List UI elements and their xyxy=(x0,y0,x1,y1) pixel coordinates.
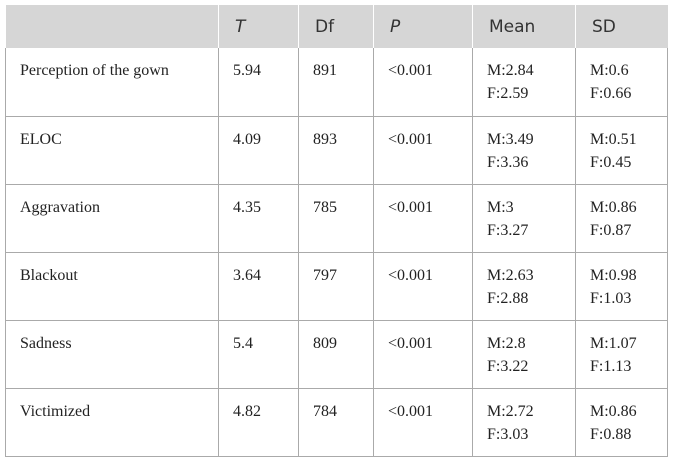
mean-male: M:2.63 xyxy=(487,266,534,284)
mean-cell: M:3 F:3.27 xyxy=(472,184,576,253)
header-p: P xyxy=(373,5,473,48)
sd-male: M:1.07 xyxy=(590,334,637,352)
df-value: 785 xyxy=(298,184,374,253)
sd-female: F:0.66 xyxy=(590,85,632,102)
header-sd: SD xyxy=(575,5,668,48)
table-row: Sadness 5.4 809 <0.001 M:2.8 F:3.22 M:1.0… xyxy=(5,320,668,389)
p-value: <0.001 xyxy=(373,184,473,253)
mean-female: F:3.03 xyxy=(487,425,529,443)
p-value: <0.001 xyxy=(373,48,473,117)
table-row: Blackout 3.64 797 <0.001 M:2.63 F:2.88 M:… xyxy=(5,252,668,321)
header-empty xyxy=(5,5,219,48)
statistics-table: T Df P Mean SD Perception of the gown 5.… xyxy=(5,5,668,457)
sd-male: M:0.86 xyxy=(590,402,637,420)
sd-female: F:0.45 xyxy=(590,153,632,171)
sd-cell: M:0.6 F:0.66 xyxy=(575,48,668,117)
sd-cell: M:1.07 F:1.13 xyxy=(575,320,668,389)
sd-cell: M:0.86 F:0.88 xyxy=(575,388,668,457)
header-df: Df xyxy=(298,5,374,48)
df-value: 784 xyxy=(298,388,374,457)
sd-male: M:0.51 xyxy=(590,130,637,148)
row-label: Victimized xyxy=(5,388,219,457)
mean-male: M:2.72 xyxy=(487,402,534,420)
p-value: <0.001 xyxy=(373,388,473,457)
df-value: 891 xyxy=(298,48,374,117)
sd-male: M:0.6 xyxy=(590,62,629,79)
row-label: ELOC xyxy=(5,116,219,185)
mean-female: F:2.88 xyxy=(487,289,529,307)
df-value: 809 xyxy=(298,320,374,389)
mean-male: M:2.8 xyxy=(487,334,526,352)
sd-female: F:1.13 xyxy=(590,357,632,375)
header-t: T xyxy=(218,5,299,48)
t-value: 4.82 xyxy=(218,388,299,457)
header-row: T Df P Mean SD xyxy=(5,5,668,48)
p-value: <0.001 xyxy=(373,320,473,389)
mean-cell: M:2.84 F:2.59 xyxy=(472,48,576,117)
mean-cell: M:3.49 F:3.36 xyxy=(472,116,576,185)
table-row: ELOC 4.09 893 <0.001 M:3.49 F:3.36 M:0.51… xyxy=(5,116,668,185)
mean-male: M:3 xyxy=(487,198,514,216)
mean-female: F:3.22 xyxy=(487,357,529,375)
df-value: 893 xyxy=(298,116,374,185)
row-label: Perception of the gown xyxy=(5,48,219,117)
t-value: 4.35 xyxy=(218,184,299,253)
table-row: Victimized 4.82 784 <0.001 M:2.72 F:3.03 … xyxy=(5,388,668,457)
row-label: Sadness xyxy=(5,320,219,389)
mean-cell: M:2.63 F:2.88 xyxy=(472,252,576,321)
mean-male: M:2.84 xyxy=(487,62,534,79)
mean-cell: M:2.8 F:3.22 xyxy=(472,320,576,389)
sd-cell: M:0.51 F:0.45 xyxy=(575,116,668,185)
row-label: Aggravation xyxy=(5,184,219,253)
sd-female: F:0.88 xyxy=(590,425,632,443)
sd-female: F:0.87 xyxy=(590,221,632,239)
mean-female: F:3.36 xyxy=(487,153,529,171)
table-body: Perception of the gown 5.94 891 <0.001 M… xyxy=(5,48,668,457)
sd-female: F:1.03 xyxy=(590,289,632,307)
header-mean: Mean xyxy=(472,5,576,48)
t-value: 3.64 xyxy=(218,252,299,321)
mean-cell: M:2.72 F:3.03 xyxy=(472,388,576,457)
sd-male: M:0.86 xyxy=(590,198,637,216)
t-value: 5.4 xyxy=(218,320,299,389)
sd-male: M:0.98 xyxy=(590,266,637,284)
table-row: Perception of the gown 5.94 891 <0.001 M… xyxy=(5,48,668,117)
mean-female: F:2.59 xyxy=(487,85,529,102)
mean-female: F:3.27 xyxy=(487,221,529,239)
sd-cell: M:0.86 F:0.87 xyxy=(575,184,668,253)
sd-cell: M:0.98 F:1.03 xyxy=(575,252,668,321)
t-value: 4.09 xyxy=(218,116,299,185)
mean-male: M:3.49 xyxy=(487,130,534,148)
table-header: T Df P Mean SD xyxy=(5,5,668,48)
df-value: 797 xyxy=(298,252,374,321)
table-row: Aggravation 4.35 785 <0.001 M:3 F:3.27 M:… xyxy=(5,184,668,253)
t-value: 5.94 xyxy=(218,48,299,117)
p-value: <0.001 xyxy=(373,252,473,321)
p-value: <0.001 xyxy=(373,116,473,185)
row-label: Blackout xyxy=(5,252,219,321)
